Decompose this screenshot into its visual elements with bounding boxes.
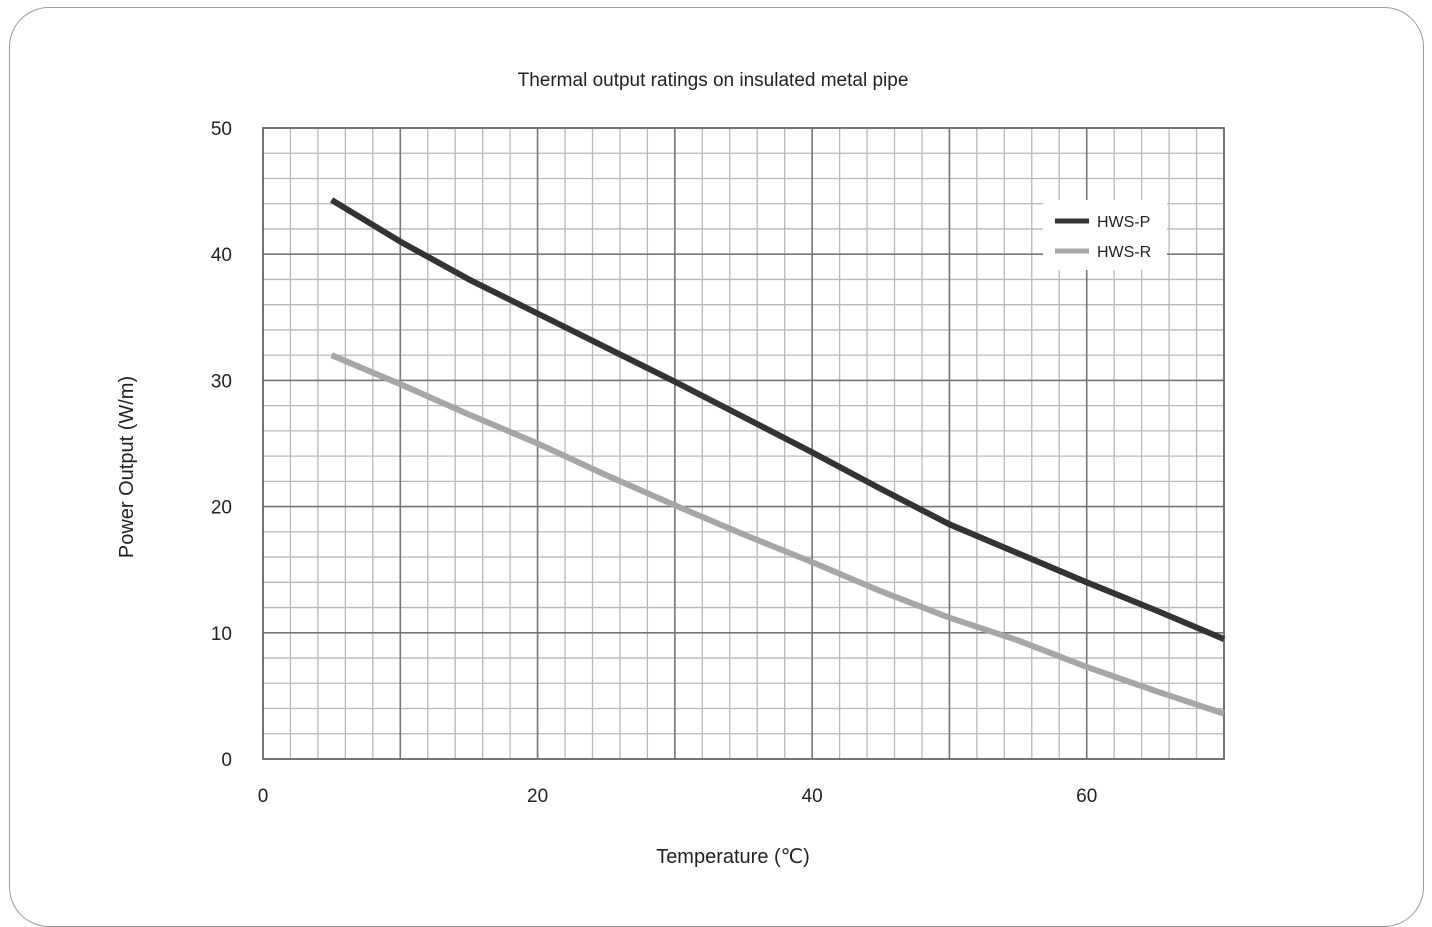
x-axis-label: Temperature (℃)	[656, 846, 810, 868]
legend: HWS-P HWS-R	[1043, 200, 1167, 270]
y-axis-label: Power Output (W/m)	[116, 376, 138, 558]
x-tick-label: 40	[802, 786, 823, 807]
legend-label: HWS-P	[1097, 214, 1150, 231]
x-tick-label: 60	[1076, 786, 1097, 807]
y-tick-label: 30	[211, 371, 232, 392]
y-tick-label: 20	[211, 498, 232, 519]
y-tick-label: 10	[211, 624, 232, 645]
chart-title: Thermal output ratings on insulated meta…	[518, 70, 909, 91]
series-line-hws-r	[330, 352, 1225, 717]
series-lines	[330, 197, 1226, 717]
y-axis-ticks: 0 10 20 30 40 50	[211, 119, 232, 771]
x-axis-ticks: 0 20 40 60	[258, 786, 1098, 807]
x-tick-label: 0	[258, 786, 269, 807]
x-tick-label: 20	[527, 786, 548, 807]
plot-area-rect	[262, 127, 1225, 760]
series-line-hws-p	[330, 197, 1226, 642]
legend-box	[1043, 200, 1167, 270]
legend-label: HWS-R	[1097, 244, 1151, 261]
y-tick-label: 50	[211, 119, 232, 140]
plot-area-border	[262, 127, 1225, 760]
y-tick-label: 0	[221, 750, 232, 771]
y-tick-label: 40	[211, 245, 232, 266]
